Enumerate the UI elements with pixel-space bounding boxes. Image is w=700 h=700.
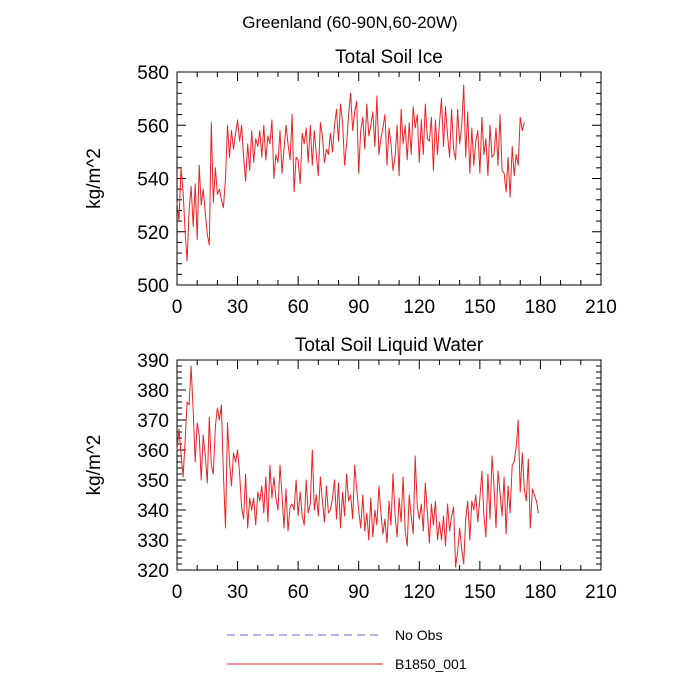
figure-title: Greenland (60-90N,60-20W) <box>242 13 457 32</box>
y-tick-label: 370 <box>137 411 169 432</box>
x-tick-label: 120 <box>403 582 435 603</box>
y-tick-label: 340 <box>137 501 169 522</box>
y-tick-label: 380 <box>137 381 169 402</box>
plot-frame <box>176 359 602 571</box>
x-tick-label: 120 <box>403 297 435 318</box>
y-tick-label: 320 <box>137 561 169 582</box>
legend-label-b1850-001: B1850_001 <box>395 656 467 672</box>
x-tick-label: 210 <box>585 297 617 318</box>
y-tick-label: 330 <box>137 531 169 552</box>
x-tick-label: 60 <box>288 297 309 318</box>
y-tick-label: 560 <box>137 116 169 137</box>
x-tick-label: 150 <box>464 582 496 603</box>
y-tick-label: 360 <box>137 441 169 462</box>
y-tick-label: 390 <box>137 351 169 372</box>
legend-label-no-obs: No Obs <box>395 627 442 643</box>
legend: No Obs B1850_001 <box>227 627 467 672</box>
y-tick-label: 500 <box>137 276 169 297</box>
series-line-b1850-001 <box>176 84 525 262</box>
x-tick-label: 180 <box>525 297 557 318</box>
y-tick-label: 350 <box>137 471 169 492</box>
x-tick-label: 150 <box>464 297 496 318</box>
x-tick-label: 90 <box>348 582 369 603</box>
x-tick-label: 180 <box>525 582 557 603</box>
x-tick-label: 210 <box>585 582 617 603</box>
x-tick-label: 60 <box>288 582 309 603</box>
chart-title: Total Soil Liquid Water <box>295 335 484 356</box>
panel-total-soil-liquid-water: Total Soil Liquid Water kg/m^2 0 30 60 90 120 1… <box>84 335 617 603</box>
x-tick-label: 90 <box>348 297 369 318</box>
y-tick-label: 580 <box>137 63 169 84</box>
series-line-b1850-001 <box>176 365 539 568</box>
y-axis-label: kg/m^2 <box>84 148 105 209</box>
panel-total-soil-ice: Total Soil Ice kg/m^2 0 30 60 90 120 150 180 210 5… <box>84 47 617 318</box>
x-tick-label: 0 <box>172 582 183 603</box>
y-tick-label: 520 <box>137 223 169 244</box>
chart-title: Total Soil Ice <box>335 47 443 68</box>
x-tick-label: 0 <box>172 297 183 318</box>
y-axis-label: kg/m^2 <box>84 435 105 496</box>
x-tick-label: 30 <box>227 297 248 318</box>
y-tick-label: 540 <box>137 170 169 191</box>
plot-frame <box>176 71 602 286</box>
x-tick-label: 30 <box>227 582 248 603</box>
